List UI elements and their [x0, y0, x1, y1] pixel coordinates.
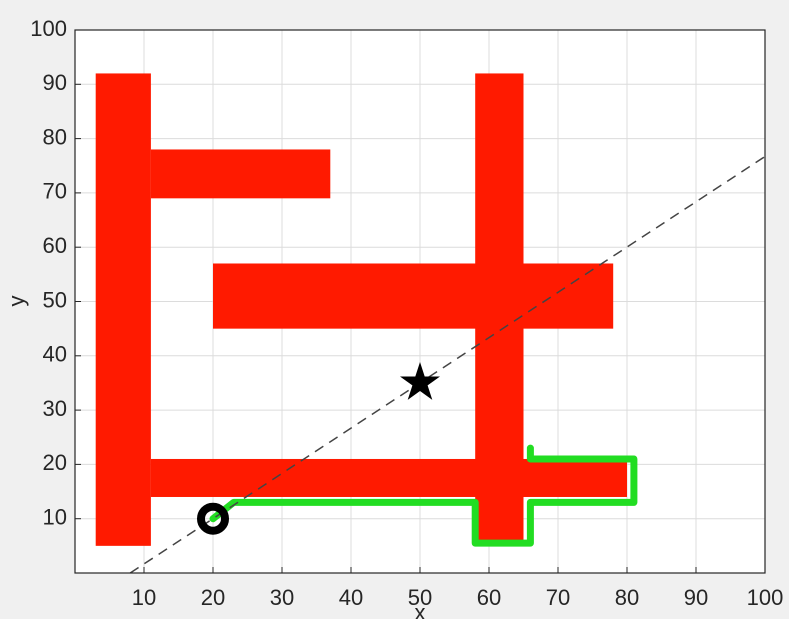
y-tick-label: 10: [43, 505, 67, 530]
y-tick-label: 20: [43, 450, 67, 475]
start-marker: [197, 502, 229, 535]
x-tick-label: 50: [408, 585, 432, 610]
y-tick-label: 80: [43, 124, 67, 149]
x-tick-label: 90: [684, 585, 708, 610]
y-tick-label: 50: [43, 287, 67, 312]
planned-path: [209, 444, 638, 547]
goal-marker: [400, 362, 440, 400]
x-tick-label: 80: [615, 585, 639, 610]
x-tick-label: 60: [477, 585, 501, 610]
x-tick-label: 30: [270, 585, 294, 610]
obstacle: [213, 263, 614, 329]
y-tick-label: 100: [30, 16, 67, 41]
y-tick-label: 70: [43, 179, 67, 204]
y-tick-label: 90: [43, 70, 67, 95]
x-tick-label: 100: [747, 585, 784, 610]
obstacle: [150, 458, 627, 497]
x-tick-label: 20: [201, 585, 225, 610]
y-axis-label: y: [4, 296, 29, 307]
x-tick-label: 40: [339, 585, 363, 610]
x-axis-label: x: [415, 600, 426, 619]
x-tick-label: 70: [546, 585, 570, 610]
y-tick-label: 40: [43, 342, 67, 367]
obstacle: [150, 149, 331, 199]
y-tick-label: 30: [43, 396, 67, 421]
reference-line: [129, 155, 766, 574]
obstacle: [95, 73, 151, 546]
x-tick-label: 10: [132, 585, 156, 610]
axes-frame: [74, 29, 766, 574]
y-tick-label: 60: [43, 233, 67, 258]
